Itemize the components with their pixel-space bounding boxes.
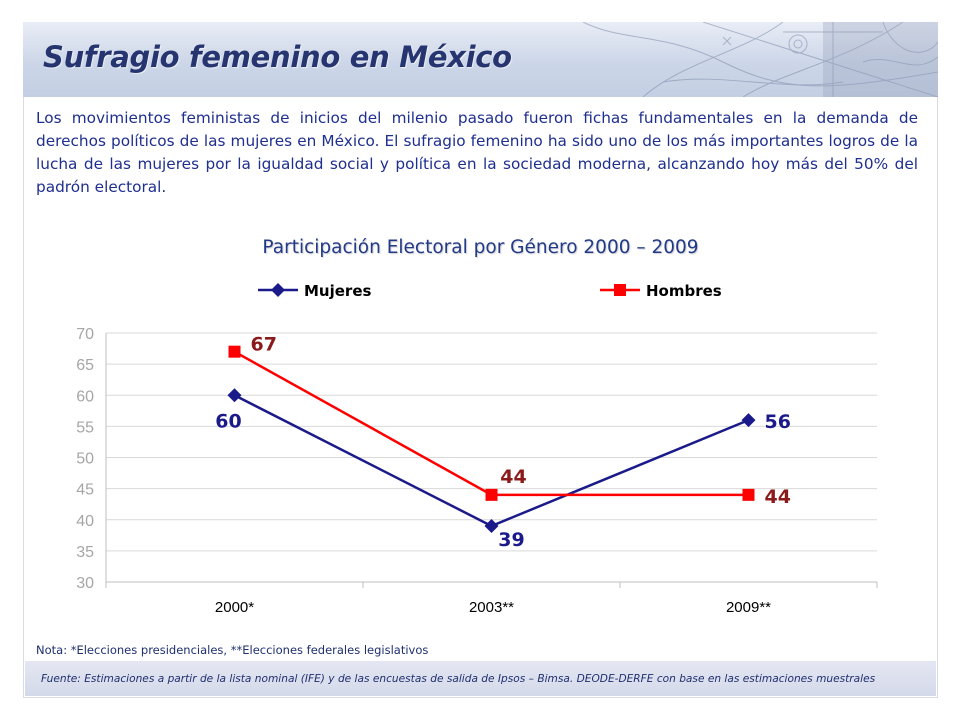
data-point [485,488,498,501]
legend-label: Hombres [646,282,722,300]
data-point [742,488,755,501]
data-point [741,413,756,428]
series-line-mujeres [233,394,749,528]
slide-frame [23,22,938,698]
series-line-hombres [233,350,749,497]
legend-label: Mujeres [304,282,371,300]
data-label: 56 [765,411,791,433]
data-label: 44 [765,486,791,508]
y-tick-label: 70 [76,326,94,343]
y-tick-label: 30 [76,575,94,592]
x-tick-label: 2009** [726,599,771,616]
y-tick-label: 45 [76,482,94,499]
data-label: 67 [251,334,277,356]
data-label: 39 [498,529,524,551]
data-point [228,345,241,358]
y-tick-label: 50 [76,451,94,468]
y-tick-label: 65 [76,357,94,374]
data-point [484,518,499,533]
legend-marker [271,283,285,297]
chart-note: Nota: *Elecciones presidenciales, **Elec… [36,643,429,657]
data-label: 44 [500,466,526,488]
data-label: 60 [215,410,241,432]
decorative-sketch-graphic [582,22,938,97]
source-text: Fuente: Estimaciones a partir de la list… [41,673,876,685]
x-tick-label: 2000* [215,599,254,616]
legend-marker [614,284,626,296]
line-chart: 30 35 40 45 50 55 60 65 70 2000* 2003** 2009** Mujer… [76,282,878,616]
x-tick-label: 2003** [469,599,514,616]
y-tick-label: 40 [76,513,94,530]
y-tick-label: 35 [76,544,94,561]
title-banner: Sufragio femenino en México [23,22,938,97]
source-bar: Fuente: Estimaciones a partir de la list… [25,661,936,696]
data-point [227,388,242,403]
y-tick-label: 55 [76,419,94,436]
page-title: Sufragio femenino en México [43,40,512,74]
chart-title: Participación Electoral por Género 2000 … [262,237,699,258]
y-tick-label: 60 [76,388,94,405]
intro-paragraph: Los movimientos feministas de inicios de… [36,109,918,196]
